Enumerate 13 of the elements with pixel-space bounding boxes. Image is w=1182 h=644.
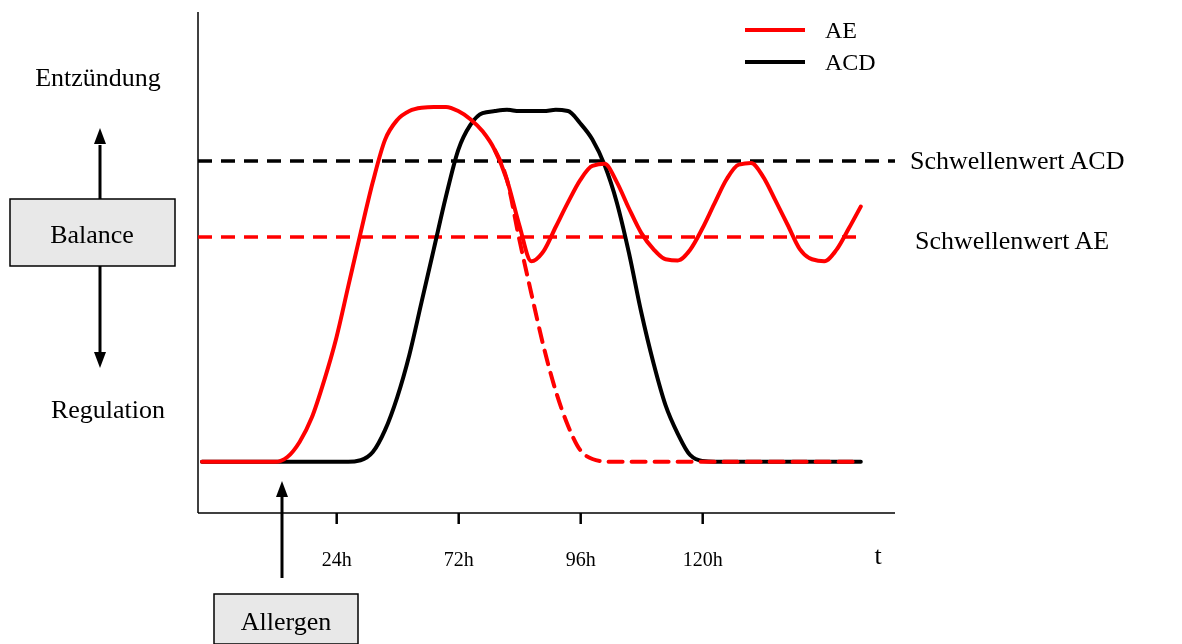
x-axis-title: t [874, 541, 883, 570]
ref-line-label: Schwellenwert ACD [910, 146, 1125, 175]
x-tick-label: 72h [443, 548, 474, 571]
text: Allergen [240, 607, 332, 636]
text: Entzündung [35, 63, 161, 92]
x-tick-label: 24h [321, 548, 352, 571]
x-tick-label: 96h [565, 548, 596, 571]
ref-line-label: Schwellenwert AE [915, 225, 1110, 255]
x-tick-label: 120h [682, 548, 723, 571]
text: Regulation [50, 395, 166, 424]
legend-label: ACD [825, 49, 876, 75]
text: Balance [50, 220, 134, 249]
legend-label: AE [825, 17, 857, 43]
